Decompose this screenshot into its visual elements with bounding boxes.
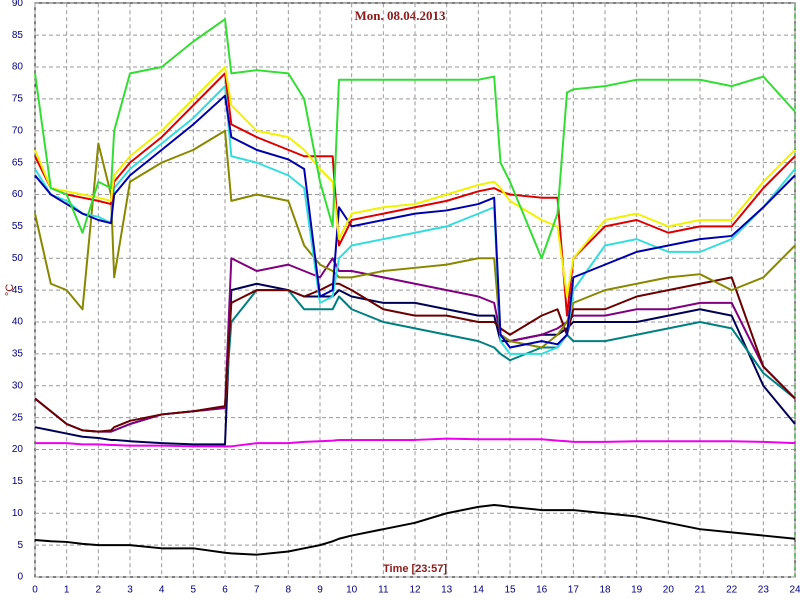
y-tick-label: 10 [12, 508, 24, 519]
x-tick-label: 22 [726, 585, 738, 596]
x-tick-label: 4 [159, 585, 165, 596]
y-tick-label: 70 [12, 125, 24, 136]
y-tick-label: 65 [12, 157, 24, 168]
y-tick-label: 0 [17, 572, 23, 583]
x-tick-label: 23 [758, 585, 770, 596]
y-tick-label: 5 [17, 540, 23, 551]
y-tick-label: 30 [12, 380, 24, 391]
y-tick-label: 15 [12, 476, 24, 487]
x-axis-label: Time [23:57] [383, 563, 447, 575]
y-tick-label: 40 [12, 317, 24, 328]
y-tick-label: 75 [12, 94, 24, 105]
y-tick-label: 60 [12, 189, 24, 200]
x-tick-label: 17 [568, 585, 580, 596]
x-tick-label: 7 [254, 585, 260, 596]
y-tick-label: 20 [12, 444, 24, 455]
y-tick-label: 80 [12, 62, 24, 73]
x-tick-label: 9 [317, 585, 323, 596]
x-tick-label: 13 [441, 585, 453, 596]
data-line [34, 18, 796, 260]
y-tick-label: 50 [12, 253, 24, 264]
x-tick-label: 11 [378, 585, 389, 596]
x-tick-label: 21 [694, 585, 706, 596]
data-line [34, 94, 796, 349]
data-line [34, 276, 796, 433]
x-tick-label: 20 [663, 585, 675, 596]
data-line [34, 282, 796, 446]
x-tick-label: 14 [473, 585, 485, 596]
x-tick-label: 15 [504, 585, 516, 596]
x-tick-label: 24 [789, 585, 800, 596]
data-line [34, 129, 796, 349]
y-axis-label: °C [4, 284, 16, 296]
data-line [35, 437, 796, 448]
y-tick-label: 55 [12, 221, 24, 232]
chart-title: Mon. 08.04.2013 [355, 8, 447, 23]
x-tick-label: 2 [96, 585, 102, 596]
x-tick-label: 16 [536, 585, 548, 596]
x-tick-label: 12 [409, 585, 421, 596]
x-tick-label: 0 [32, 585, 38, 596]
y-tick-label: 90 [12, 0, 24, 9]
x-tick-label: 3 [127, 585, 133, 596]
y-tick-label: 25 [12, 412, 24, 423]
x-tick-label: 8 [286, 585, 292, 596]
data-line [34, 66, 796, 298]
x-tick-label: 6 [222, 585, 228, 596]
x-tick-label: 10 [346, 585, 358, 596]
x-tick-label: 19 [631, 585, 643, 596]
y-tick-label: 85 [12, 30, 24, 41]
y-tick-label: 35 [12, 349, 24, 360]
x-tick-label: 1 [64, 585, 70, 596]
y-tick-label: 45 [12, 285, 24, 296]
data-line [34, 503, 796, 556]
x-tick-label: 5 [191, 585, 197, 596]
x-tick-label: 18 [599, 585, 611, 596]
data-line [34, 257, 796, 433]
